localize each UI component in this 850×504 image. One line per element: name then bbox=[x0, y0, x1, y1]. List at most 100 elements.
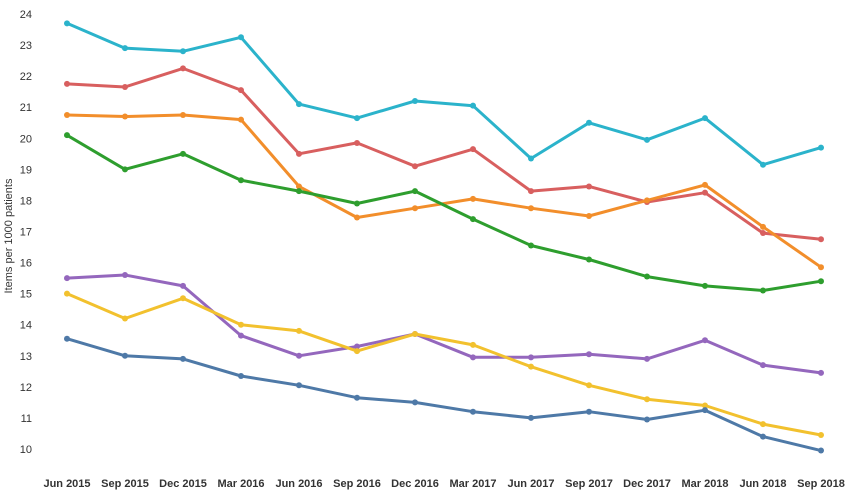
data-point bbox=[238, 177, 244, 184]
data-point bbox=[122, 113, 128, 120]
y-tick-label: 13 bbox=[20, 351, 32, 363]
data-point bbox=[64, 335, 70, 342]
data-point bbox=[702, 282, 708, 289]
data-point bbox=[180, 295, 186, 302]
y-tick-label: 20 bbox=[20, 133, 32, 145]
data-point bbox=[586, 351, 592, 358]
data-point bbox=[818, 264, 824, 271]
data-point bbox=[470, 408, 476, 415]
data-point bbox=[122, 45, 128, 52]
y-tick-label: 16 bbox=[20, 258, 32, 270]
series-line bbox=[65, 66, 823, 241]
data-point bbox=[354, 115, 360, 122]
data-point bbox=[412, 399, 418, 406]
data-point bbox=[180, 150, 186, 157]
data-point bbox=[238, 34, 244, 41]
x-tick-label: Jun 2018 bbox=[739, 478, 786, 490]
data-point bbox=[528, 205, 534, 212]
y-tick-label: 15 bbox=[20, 289, 32, 301]
data-point bbox=[354, 348, 360, 355]
data-point bbox=[64, 20, 70, 27]
data-point bbox=[586, 382, 592, 389]
data-point bbox=[180, 111, 186, 118]
data-point bbox=[528, 414, 534, 421]
data-point bbox=[180, 282, 186, 289]
series-line bbox=[65, 113, 823, 269]
data-point bbox=[586, 256, 592, 263]
data-point bbox=[586, 408, 592, 415]
data-point bbox=[412, 98, 418, 104]
data-point bbox=[180, 48, 186, 55]
data-point bbox=[818, 144, 824, 151]
x-tick-label: Mar 2017 bbox=[449, 478, 496, 490]
data-point bbox=[180, 355, 186, 362]
data-point bbox=[64, 290, 70, 297]
series-4 bbox=[64, 132, 824, 294]
y-tick-label: 10 bbox=[20, 444, 32, 456]
x-tick-label: Sep 2016 bbox=[333, 478, 381, 490]
data-point bbox=[238, 116, 244, 123]
data-point bbox=[644, 273, 650, 280]
data-point bbox=[702, 115, 708, 122]
data-point bbox=[702, 181, 708, 188]
data-point bbox=[412, 188, 418, 195]
data-point bbox=[238, 332, 244, 339]
data-point bbox=[818, 432, 824, 439]
data-point bbox=[702, 407, 708, 414]
x-tick-label: Sep 2017 bbox=[565, 478, 613, 490]
data-point bbox=[586, 183, 592, 190]
data-point bbox=[470, 341, 476, 348]
x-tick-label: Dec 2016 bbox=[391, 478, 439, 490]
x-tick-label: Jun 2015 bbox=[43, 478, 90, 490]
data-point bbox=[122, 166, 128, 173]
data-point bbox=[122, 84, 128, 91]
data-point bbox=[760, 421, 766, 428]
y-tick-label: 12 bbox=[20, 382, 32, 394]
data-point bbox=[238, 321, 244, 328]
data-point bbox=[296, 183, 302, 190]
data-point bbox=[296, 352, 302, 359]
data-point bbox=[64, 80, 70, 87]
y-tick-label: 19 bbox=[20, 164, 32, 176]
series-layer bbox=[64, 20, 824, 454]
series-5 bbox=[64, 272, 824, 376]
data-point bbox=[412, 331, 418, 338]
series-line bbox=[65, 292, 823, 437]
data-point bbox=[644, 396, 650, 403]
data-point bbox=[528, 354, 534, 361]
y-tick-label: 14 bbox=[20, 320, 32, 332]
data-point bbox=[760, 230, 766, 237]
data-point bbox=[644, 416, 650, 423]
series-line bbox=[65, 273, 823, 375]
data-point bbox=[760, 433, 766, 440]
data-point bbox=[818, 236, 824, 243]
data-point bbox=[470, 354, 476, 361]
data-point bbox=[354, 394, 360, 401]
data-point bbox=[644, 197, 650, 204]
y-axis-title: Items per 1000 patients bbox=[3, 178, 15, 293]
y-tick-label: 23 bbox=[20, 40, 32, 52]
x-tick-label: Sep 2018 bbox=[797, 478, 845, 490]
series-6 bbox=[64, 290, 824, 439]
data-point bbox=[760, 161, 766, 168]
series-3 bbox=[64, 111, 824, 271]
data-point bbox=[644, 355, 650, 362]
data-point bbox=[64, 111, 70, 118]
data-point bbox=[528, 242, 534, 249]
data-point bbox=[238, 372, 244, 379]
data-point bbox=[122, 315, 128, 322]
y-tick-label: 18 bbox=[20, 195, 32, 207]
data-point bbox=[528, 363, 534, 370]
data-point bbox=[64, 132, 70, 139]
data-point bbox=[528, 188, 534, 195]
data-point bbox=[122, 352, 128, 359]
data-point bbox=[296, 382, 302, 389]
x-tick-label: Dec 2015 bbox=[159, 478, 207, 490]
data-point bbox=[470, 146, 476, 153]
series-line bbox=[65, 133, 823, 292]
data-point bbox=[470, 195, 476, 202]
x-tick-label: Jun 2017 bbox=[507, 478, 554, 490]
data-point bbox=[528, 155, 534, 162]
